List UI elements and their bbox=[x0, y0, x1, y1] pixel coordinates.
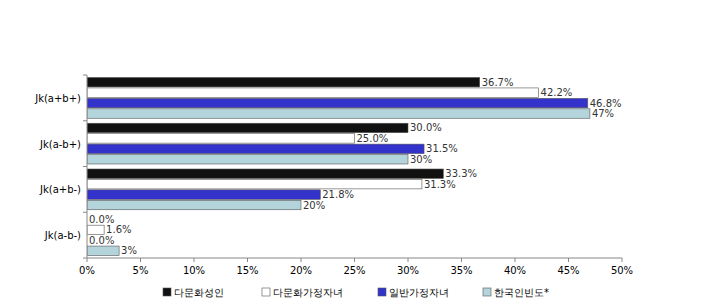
category-tick bbox=[83, 75, 87, 76]
data-label: 20% bbox=[303, 200, 325, 211]
chart-container: 36.7% 30.0% 33.3% 0.0% 42.2% 25.0% 31.3% 1.6% 46… bbox=[0, 0, 713, 307]
category-label: Jk(a+b-) bbox=[39, 184, 81, 195]
data-label: 30% bbox=[410, 154, 432, 165]
bar bbox=[87, 200, 301, 209]
data-label: 1.6% bbox=[106, 224, 131, 235]
x-tick-label: 45% bbox=[557, 265, 579, 276]
data-label: 21.8% bbox=[322, 189, 354, 200]
legend-label: 한국인빈도* bbox=[494, 287, 549, 298]
bar bbox=[87, 246, 119, 255]
data-label: 42.2% bbox=[541, 87, 573, 98]
bar bbox=[87, 179, 422, 188]
bar bbox=[87, 190, 320, 199]
x-tick-label: 0% bbox=[79, 265, 95, 276]
x-tick-label: 30% bbox=[397, 265, 419, 276]
data-label: 36.7% bbox=[482, 77, 514, 88]
category-tick bbox=[83, 258, 87, 259]
data-label: 31.3% bbox=[424, 179, 456, 190]
data-label: 0.0% bbox=[89, 235, 114, 246]
data-labels: 36.7% 30.0% 33.3% 0.0% 42.2% 25.0% 31.3% 1.6% 46… bbox=[89, 77, 622, 257]
category-label: Jk(a+b+) bbox=[34, 93, 81, 104]
x-tick-label: 40% bbox=[504, 265, 526, 276]
data-label: 31.5% bbox=[426, 143, 458, 154]
x-tick-label: 20% bbox=[290, 265, 312, 276]
bars bbox=[87, 78, 590, 256]
bar bbox=[87, 144, 424, 153]
bar bbox=[87, 155, 408, 164]
legend-swatch bbox=[378, 288, 386, 296]
bar bbox=[87, 78, 480, 87]
bar bbox=[87, 109, 590, 118]
x-tick bbox=[87, 258, 88, 262]
x-tick-label: 10% bbox=[183, 265, 205, 276]
x-tick bbox=[194, 258, 195, 262]
x-tick-label: 15% bbox=[236, 265, 258, 276]
chart-svg: 36.7% 30.0% 33.3% 0.0% 42.2% 25.0% 31.3% 1.6% 46… bbox=[0, 0, 713, 307]
data-label: 3% bbox=[121, 245, 137, 256]
x-tick bbox=[408, 258, 409, 262]
legend-label: 일반가정자녀 bbox=[389, 287, 449, 298]
category-tick bbox=[83, 120, 87, 121]
x-tick bbox=[461, 258, 462, 262]
category-tick bbox=[83, 212, 87, 213]
data-label: 47% bbox=[592, 108, 614, 119]
category-label: Jk(a-b+) bbox=[39, 139, 81, 150]
data-label: 30.0% bbox=[410, 122, 442, 133]
legend: 다문화성인 다문화가정자녀 일반가정자녀 한국인빈도* bbox=[163, 287, 549, 298]
legend-label: 다문화성인 bbox=[174, 287, 224, 298]
x-tick bbox=[515, 258, 516, 262]
category-label: Jk(a-b-) bbox=[44, 230, 81, 241]
x-tick bbox=[354, 258, 355, 262]
data-label: 0.0% bbox=[89, 214, 114, 225]
data-label: 33.3% bbox=[445, 168, 477, 179]
legend-label: 다문화가정자녀 bbox=[273, 287, 343, 298]
data-label: 25.0% bbox=[357, 133, 389, 144]
x-tick bbox=[622, 258, 623, 262]
bar bbox=[87, 88, 539, 97]
legend-swatch bbox=[262, 288, 270, 296]
legend-swatch bbox=[163, 288, 171, 296]
category-tick bbox=[83, 166, 87, 167]
x-tick-label: 35% bbox=[450, 265, 472, 276]
x-tick-label: 5% bbox=[133, 265, 149, 276]
bar bbox=[87, 169, 443, 178]
x-tick bbox=[568, 258, 569, 262]
bar bbox=[87, 134, 355, 143]
x-tick bbox=[247, 258, 248, 262]
data-label: 46.8% bbox=[590, 98, 622, 109]
bar bbox=[87, 98, 588, 107]
x-tick-label: 25% bbox=[343, 265, 365, 276]
x-tick-label: 50% bbox=[611, 265, 633, 276]
bar bbox=[87, 225, 104, 234]
bar bbox=[87, 123, 408, 132]
x-tick bbox=[140, 258, 141, 262]
legend-swatch bbox=[483, 288, 491, 296]
x-tick bbox=[301, 258, 302, 262]
